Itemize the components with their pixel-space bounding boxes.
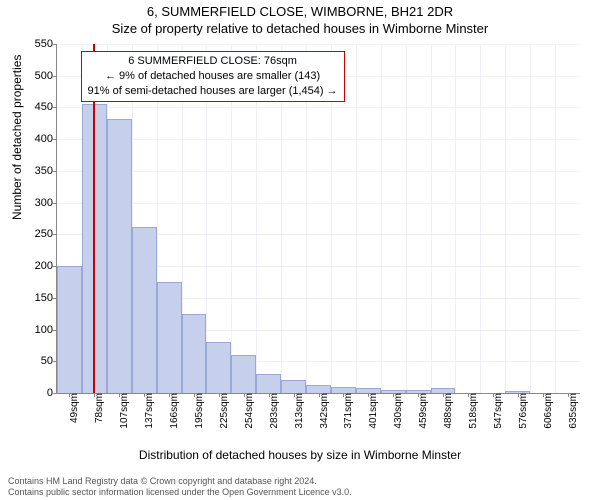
bar bbox=[157, 282, 182, 393]
bar bbox=[206, 342, 231, 393]
plot-region: 05010015020025030035040045050055049sqm78… bbox=[56, 44, 580, 394]
xtick-label: 576sqm bbox=[516, 393, 529, 429]
chart-container: 6, SUMMERFIELD CLOSE, WIMBORNE, BH21 2DR… bbox=[0, 0, 600, 500]
xtick-label: 313sqm bbox=[292, 393, 305, 429]
xtick-label: 137sqm bbox=[142, 393, 155, 429]
annotation-box: 6 SUMMERFIELD CLOSE: 76sqm← 9% of detach… bbox=[81, 51, 345, 102]
xtick-label: 459sqm bbox=[416, 393, 429, 429]
xtick-label: 401sqm bbox=[366, 393, 379, 429]
chart-title-main: 6, SUMMERFIELD CLOSE, WIMBORNE, BH21 2DR bbox=[0, 0, 600, 19]
footer-line-2: Contains public sector information licen… bbox=[8, 487, 592, 498]
ytick-label: 200 bbox=[35, 260, 57, 272]
footer-line-1: Contains HM Land Registry data © Crown c… bbox=[8, 476, 592, 487]
ytick-label: 350 bbox=[35, 165, 57, 177]
xtick-label: 371sqm bbox=[341, 393, 354, 429]
bar bbox=[182, 314, 207, 393]
xtick-label: 166sqm bbox=[167, 393, 180, 429]
ytick-label: 150 bbox=[35, 292, 57, 304]
x-axis-label: Distribution of detached houses by size … bbox=[0, 448, 600, 462]
ytick-label: 450 bbox=[35, 101, 57, 113]
chart-title-sub: Size of property relative to detached ho… bbox=[0, 19, 600, 40]
gridline-h bbox=[57, 139, 580, 140]
xtick-label: 488sqm bbox=[441, 393, 454, 429]
xtick-label: 107sqm bbox=[117, 393, 130, 429]
gridline-h bbox=[57, 203, 580, 204]
xtick-label: 342sqm bbox=[317, 393, 330, 429]
gridline-h bbox=[57, 171, 580, 172]
gridline-v bbox=[406, 44, 407, 393]
ytick-label: 250 bbox=[35, 228, 57, 240]
annotation-line: ← 9% of detached houses are smaller (143… bbox=[88, 69, 338, 84]
xtick-label: 606sqm bbox=[541, 393, 554, 429]
ytick-label: 50 bbox=[41, 355, 57, 367]
bar bbox=[281, 380, 306, 393]
bar bbox=[306, 385, 331, 393]
bar bbox=[132, 227, 157, 393]
bar bbox=[231, 355, 256, 393]
gridline-v bbox=[455, 44, 456, 393]
xtick-label: 225sqm bbox=[217, 393, 230, 429]
xtick-label: 430sqm bbox=[391, 393, 404, 429]
gridline-v bbox=[555, 44, 556, 393]
gridline-v bbox=[530, 44, 531, 393]
xtick-label: 195sqm bbox=[192, 393, 205, 429]
bar bbox=[107, 119, 132, 393]
ytick-label: 400 bbox=[35, 133, 57, 145]
ytick-label: 550 bbox=[35, 38, 57, 50]
annotation-line: 6 SUMMERFIELD CLOSE: 76sqm bbox=[88, 54, 338, 69]
ytick-label: 100 bbox=[35, 324, 57, 336]
gridline-v bbox=[431, 44, 432, 393]
xtick-label: 547sqm bbox=[491, 393, 504, 429]
xtick-label: 49sqm bbox=[67, 393, 80, 423]
bar bbox=[256, 374, 281, 393]
chart-plot-area: 05010015020025030035040045050055049sqm78… bbox=[56, 44, 580, 394]
xtick-label: 254sqm bbox=[242, 393, 255, 429]
footer-attribution: Contains HM Land Registry data © Crown c… bbox=[8, 476, 592, 498]
ytick-label: 0 bbox=[47, 387, 57, 399]
xtick-label: 78sqm bbox=[92, 393, 105, 423]
xtick-label: 283sqm bbox=[267, 393, 280, 429]
xtick-label: 635sqm bbox=[566, 393, 579, 429]
gridline-v bbox=[480, 44, 481, 393]
gridline-v bbox=[381, 44, 382, 393]
y-axis-label: Number of detached properties bbox=[10, 55, 24, 220]
gridline-h bbox=[57, 44, 580, 45]
gridline-v bbox=[505, 44, 506, 393]
gridline-h bbox=[57, 107, 580, 108]
bar bbox=[57, 266, 82, 393]
gridline-v bbox=[356, 44, 357, 393]
xtick-label: 518sqm bbox=[466, 393, 479, 429]
ytick-label: 300 bbox=[35, 197, 57, 209]
annotation-line: 91% of semi-detached houses are larger (… bbox=[88, 84, 338, 99]
ytick-label: 500 bbox=[35, 70, 57, 82]
